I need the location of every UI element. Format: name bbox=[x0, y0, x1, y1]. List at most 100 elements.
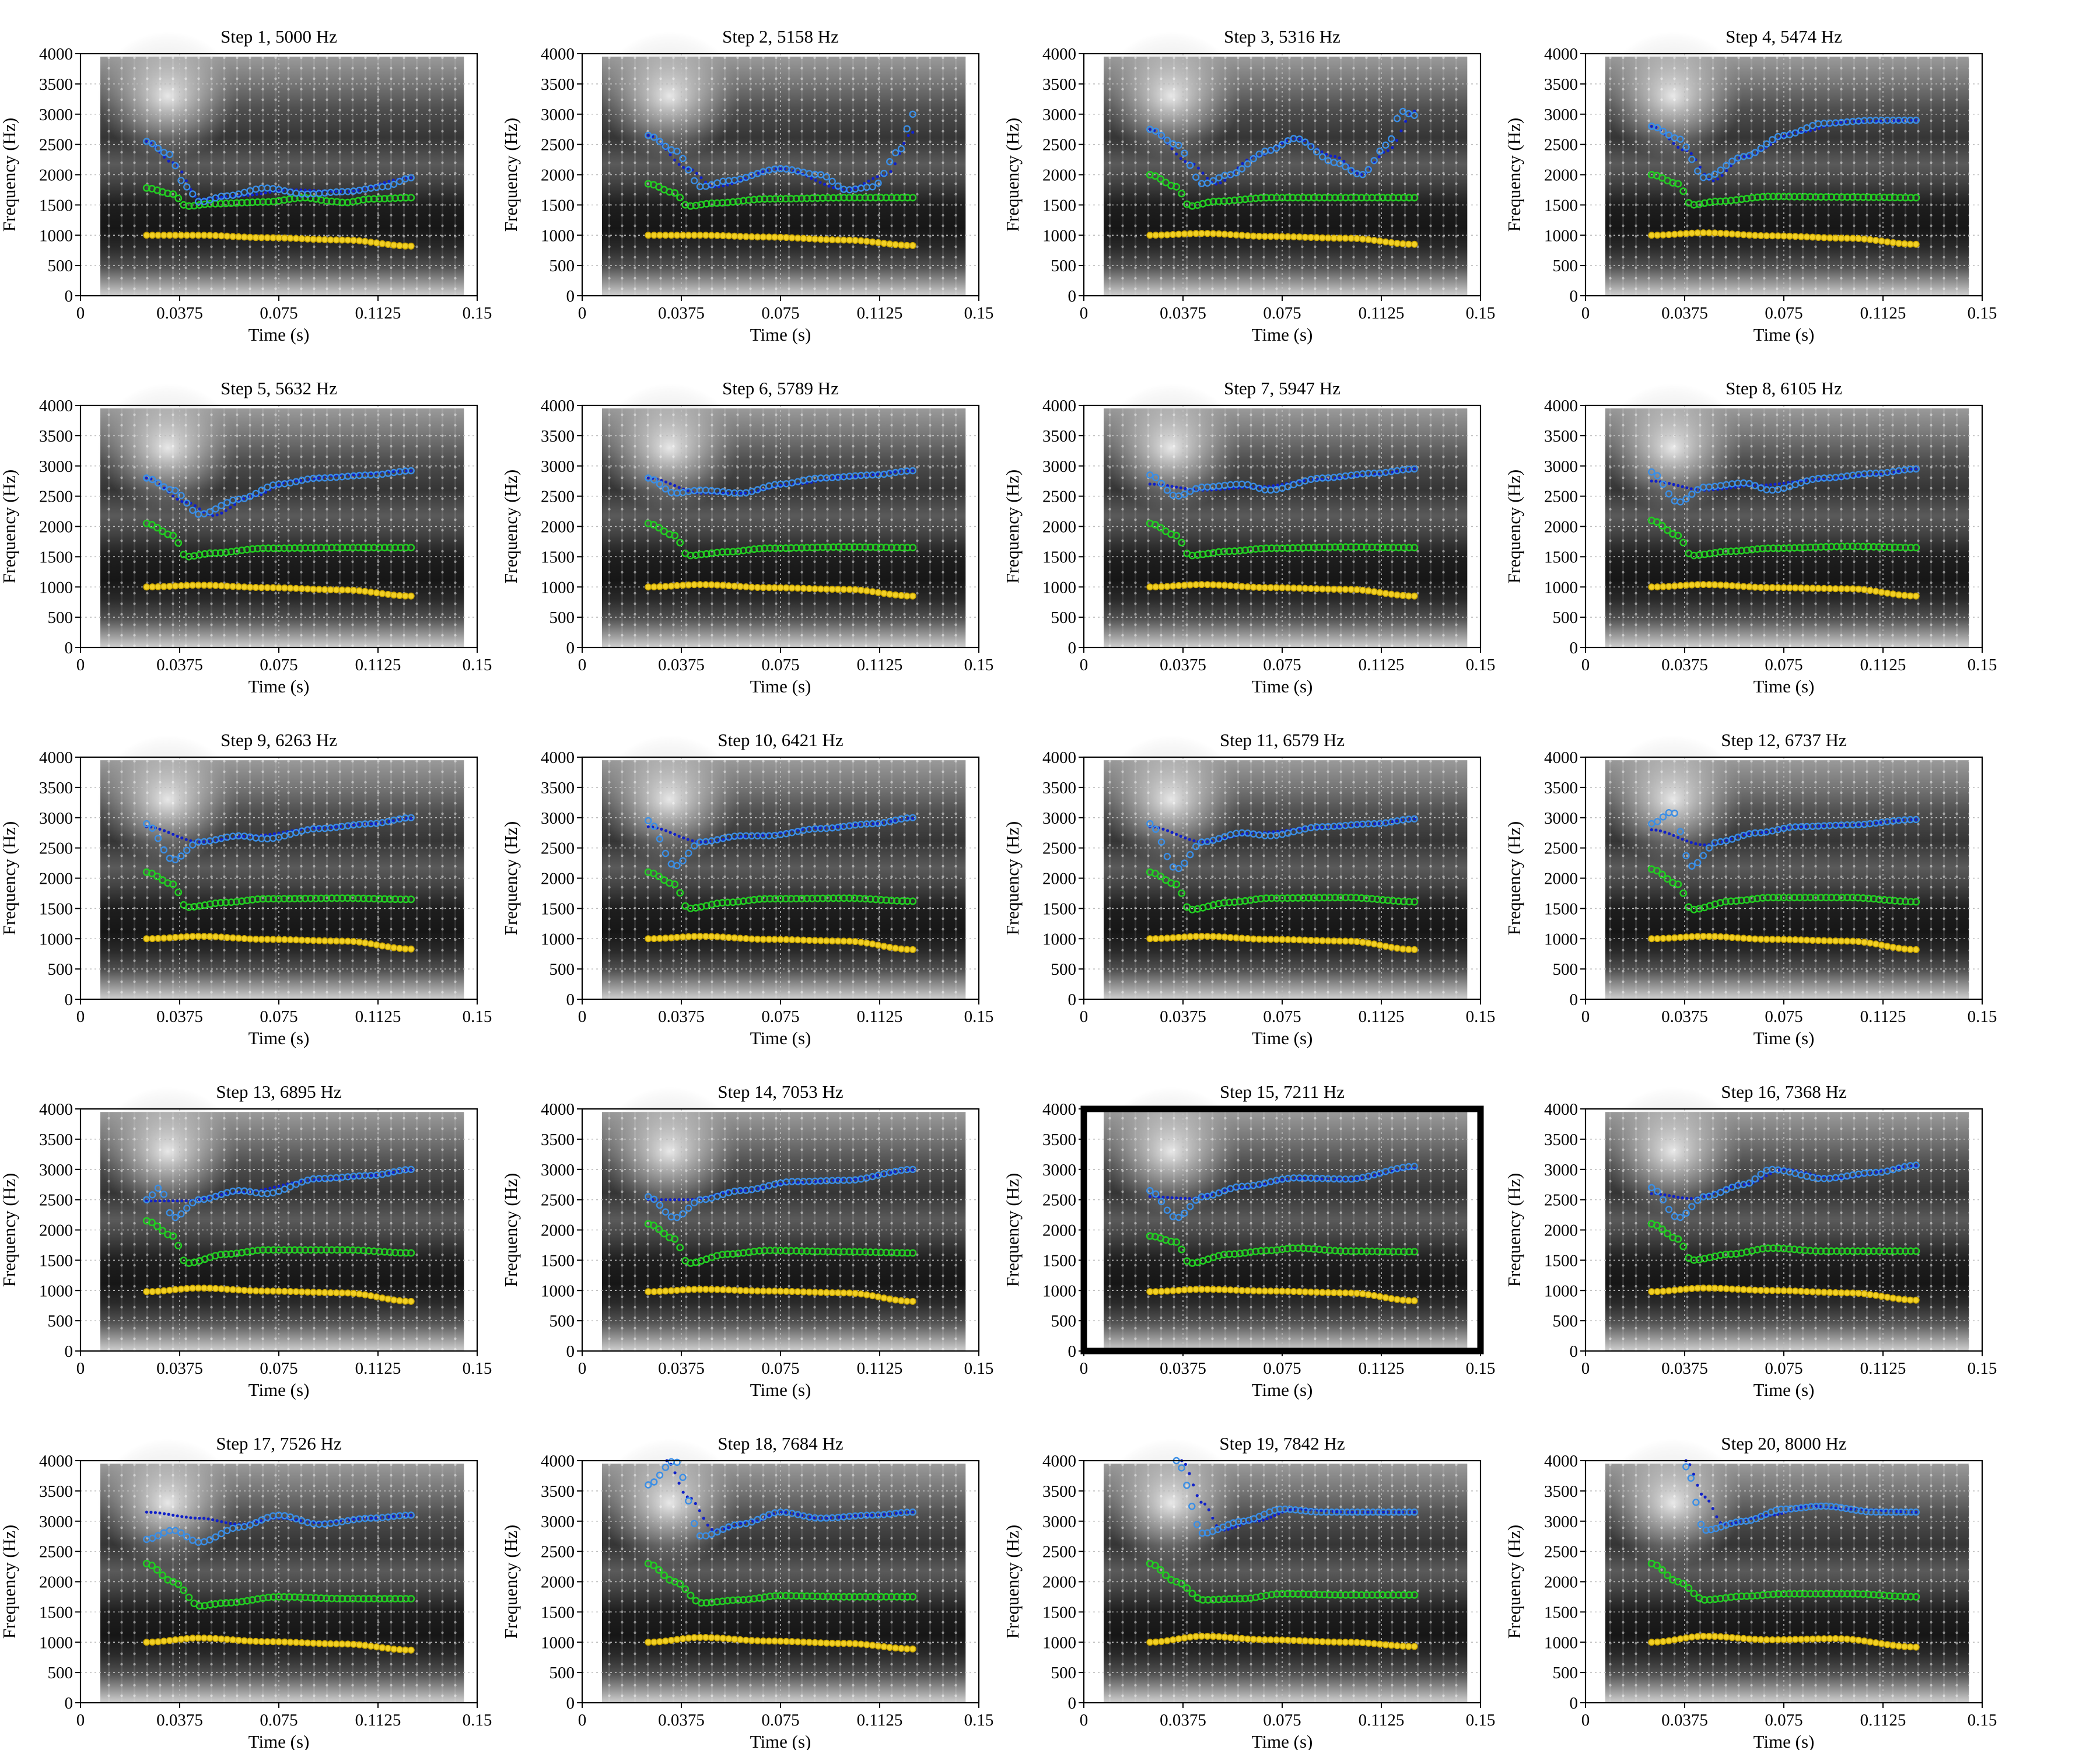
f3-point bbox=[685, 166, 692, 174]
f2-point bbox=[1674, 1235, 1682, 1243]
f3-track-dot bbox=[783, 167, 787, 171]
f1-point bbox=[292, 1639, 300, 1646]
f2-point bbox=[333, 544, 341, 552]
f1-point bbox=[292, 584, 300, 592]
y-tick-label: 0 bbox=[566, 287, 575, 306]
f2-point bbox=[1304, 194, 1312, 202]
x-axis-label: Time (s) bbox=[249, 676, 310, 696]
f3-track-dot bbox=[1338, 825, 1341, 828]
f2-point bbox=[660, 1230, 668, 1238]
x-tick-label: 0 bbox=[76, 304, 85, 323]
f3-track-dot bbox=[1896, 818, 1900, 822]
f1-point bbox=[869, 1292, 876, 1300]
f3-point bbox=[690, 1520, 698, 1528]
f2-point bbox=[1363, 894, 1371, 902]
f2-point bbox=[1801, 1590, 1809, 1598]
f3-track-dot bbox=[1413, 467, 1416, 471]
f2-point bbox=[375, 544, 383, 552]
f1-point bbox=[166, 934, 173, 942]
f1-point bbox=[1376, 942, 1384, 949]
f1-point bbox=[874, 1642, 882, 1650]
y-tick-label: 0 bbox=[1068, 1342, 1077, 1361]
f2-point bbox=[216, 549, 225, 557]
f2-point bbox=[1833, 1590, 1841, 1598]
f1-point bbox=[332, 1289, 340, 1297]
f3-track-dot bbox=[1654, 828, 1658, 832]
f1-point bbox=[771, 1637, 779, 1645]
f1-point bbox=[1648, 232, 1656, 239]
f2-point bbox=[1188, 1590, 1196, 1598]
f1-point bbox=[143, 1639, 150, 1646]
f2-point bbox=[1674, 531, 1682, 540]
f1-point bbox=[1388, 239, 1395, 246]
f1-point bbox=[310, 585, 317, 593]
f2-point bbox=[1315, 1591, 1324, 1599]
f2-point bbox=[782, 1591, 790, 1600]
f1-point bbox=[304, 1639, 312, 1647]
f3-point bbox=[1186, 162, 1194, 169]
f2-point bbox=[750, 895, 758, 904]
f2-point bbox=[407, 1595, 415, 1603]
f3-track-dot bbox=[673, 1471, 677, 1475]
f1-point bbox=[1895, 591, 1903, 598]
f2-point bbox=[375, 895, 383, 903]
f3-point bbox=[713, 1528, 721, 1536]
f2-point bbox=[1843, 1247, 1852, 1255]
f1-point bbox=[909, 242, 916, 249]
f2-point bbox=[1907, 194, 1915, 202]
f3-track-dot bbox=[1355, 1177, 1359, 1180]
f2-point bbox=[840, 1592, 848, 1601]
y-tick-label: 2500 bbox=[1544, 136, 1578, 155]
x-tick-label: 0.15 bbox=[1466, 656, 1496, 674]
f1-point bbox=[1227, 231, 1234, 239]
f1-point bbox=[794, 235, 802, 242]
f2-point bbox=[391, 1595, 399, 1603]
f1-point bbox=[656, 935, 664, 942]
f1-point bbox=[1163, 1287, 1171, 1295]
f3-point bbox=[1301, 138, 1309, 146]
f1-point bbox=[667, 582, 675, 590]
f3-track-dot bbox=[1199, 1500, 1203, 1504]
f1-point bbox=[177, 1636, 185, 1643]
y-tick-label: 0 bbox=[566, 1694, 575, 1713]
f2-point bbox=[877, 1592, 885, 1601]
f1-point bbox=[1906, 592, 1914, 600]
f2-point bbox=[676, 889, 684, 897]
f3-point bbox=[656, 480, 664, 488]
f1-point bbox=[390, 1646, 398, 1653]
f3-point bbox=[1312, 148, 1321, 156]
f1-point bbox=[673, 582, 681, 589]
f2-point bbox=[1342, 1591, 1350, 1599]
f1-point bbox=[708, 933, 715, 940]
f1-point bbox=[782, 234, 790, 242]
y-tick-label: 2500 bbox=[1544, 488, 1578, 506]
f2-point bbox=[861, 895, 869, 903]
f2-point bbox=[1880, 193, 1888, 201]
f1-point bbox=[275, 936, 282, 943]
f3-track-dot bbox=[1315, 1177, 1319, 1181]
f2-point bbox=[1785, 1590, 1793, 1598]
f1-point bbox=[696, 933, 704, 940]
f1-point bbox=[1734, 934, 1742, 942]
f3-track-dot bbox=[1175, 152, 1178, 156]
y-tick-label: 0 bbox=[566, 1342, 575, 1361]
f1-point bbox=[1780, 1636, 1788, 1643]
f3-point bbox=[1152, 825, 1160, 833]
f1-point bbox=[1654, 1288, 1661, 1296]
f1-point bbox=[200, 1634, 208, 1642]
f1-point bbox=[1169, 934, 1177, 942]
f1-point bbox=[212, 1284, 219, 1292]
f1-point bbox=[1901, 1296, 1909, 1303]
y-tick-label: 4000 bbox=[541, 45, 575, 64]
f1-point bbox=[886, 1644, 894, 1651]
f3-track-dot bbox=[1672, 482, 1675, 487]
f3-track-dot bbox=[277, 189, 281, 192]
x-tick-label: 0.15 bbox=[1968, 304, 1997, 323]
f1-point bbox=[1861, 939, 1868, 946]
f3-point bbox=[679, 857, 687, 864]
f3-point bbox=[673, 148, 681, 155]
x-tick-label: 0.15 bbox=[1968, 656, 1997, 674]
f2-point bbox=[1378, 194, 1387, 202]
f2-point bbox=[1658, 522, 1667, 530]
